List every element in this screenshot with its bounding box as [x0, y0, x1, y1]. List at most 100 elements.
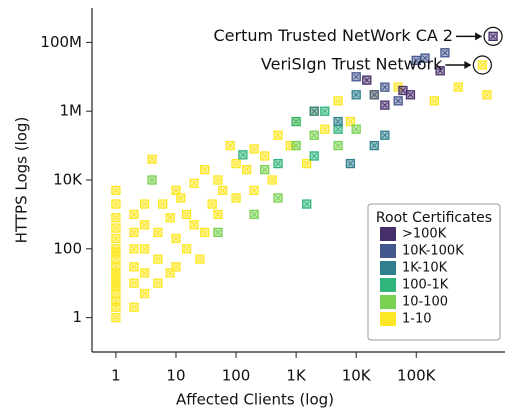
point-cross — [113, 214, 119, 221]
point-cross — [113, 314, 119, 321]
point — [267, 175, 277, 185]
point-cross — [201, 229, 208, 236]
point — [176, 193, 186, 203]
annotation-arrowhead — [464, 61, 472, 70]
point-cross — [335, 142, 341, 149]
legend-swatch — [380, 244, 396, 258]
point — [129, 227, 139, 238]
point — [129, 278, 139, 288]
point — [139, 244, 150, 254]
point-cross — [293, 142, 299, 149]
point — [369, 140, 379, 151]
point — [309, 130, 319, 140]
point — [477, 60, 488, 70]
annotation-text: VeriSIgn Trust Network — [261, 55, 443, 74]
point-cross — [227, 142, 234, 149]
point-cross — [113, 256, 119, 263]
legend-label: 1-10 — [402, 312, 432, 327]
point-cross — [261, 166, 268, 173]
point — [189, 220, 199, 230]
point-cross — [353, 91, 360, 98]
point — [333, 116, 343, 127]
point — [405, 90, 416, 100]
legend-title: Root Certificates — [376, 210, 492, 226]
point-cross — [431, 97, 438, 104]
point-cross — [395, 84, 402, 91]
point-cross — [215, 177, 221, 183]
point — [147, 175, 157, 185]
legend-swatch — [380, 312, 396, 326]
point-cross — [141, 221, 148, 228]
point-cross — [261, 153, 268, 159]
point — [380, 100, 390, 110]
point-cross — [131, 304, 137, 311]
legend-label: 100-1K — [402, 278, 449, 293]
point-cross — [141, 269, 148, 276]
point-cross — [173, 187, 179, 194]
point-cross — [400, 87, 406, 94]
point — [111, 254, 121, 264]
point-cross — [382, 102, 388, 108]
point — [111, 233, 121, 244]
point-cross — [209, 201, 215, 207]
x-tick-label: 100K — [397, 367, 437, 385]
point-cross — [422, 55, 428, 61]
point — [207, 199, 217, 209]
point — [411, 55, 421, 66]
point — [333, 140, 343, 151]
point — [195, 254, 205, 264]
point-cross — [149, 156, 155, 163]
point-cross — [371, 91, 378, 98]
point — [171, 185, 181, 196]
point — [153, 227, 163, 238]
point-cross — [275, 132, 281, 139]
point — [181, 209, 192, 220]
point-cross — [413, 57, 420, 64]
point-cross — [347, 160, 354, 167]
y-tick-label: 1M — [60, 102, 83, 120]
point — [111, 185, 121, 196]
point — [309, 106, 319, 116]
point-cross — [219, 187, 226, 194]
point — [111, 244, 121, 254]
point — [309, 151, 319, 161]
point — [435, 66, 445, 76]
point — [111, 296, 121, 306]
point-cross — [141, 290, 148, 297]
point-cross — [113, 225, 119, 231]
point-cross — [155, 229, 161, 236]
point — [380, 130, 390, 140]
point — [260, 151, 270, 161]
point — [333, 96, 343, 106]
point — [238, 150, 248, 160]
point-cross — [311, 132, 318, 139]
point — [111, 213, 121, 223]
point — [393, 82, 403, 92]
point — [199, 164, 210, 175]
point — [351, 90, 361, 100]
point-cross — [155, 280, 161, 287]
point-cross — [201, 166, 208, 173]
y-tick-label: 1 — [72, 308, 82, 326]
point — [181, 244, 192, 254]
point-cross — [382, 84, 388, 91]
point-cross — [442, 49, 448, 56]
point — [139, 268, 150, 278]
point-cross — [293, 118, 299, 125]
point — [320, 106, 330, 116]
point — [231, 193, 241, 203]
point — [249, 144, 259, 154]
point — [111, 312, 121, 323]
point — [153, 254, 163, 264]
point-cross — [251, 146, 257, 152]
point — [213, 175, 223, 185]
point — [440, 48, 450, 58]
point — [129, 209, 139, 220]
point-cross — [155, 256, 161, 263]
point-cross — [303, 201, 310, 207]
point — [488, 31, 498, 41]
point — [231, 158, 241, 169]
point — [453, 82, 463, 92]
annotation-circle — [483, 26, 503, 46]
